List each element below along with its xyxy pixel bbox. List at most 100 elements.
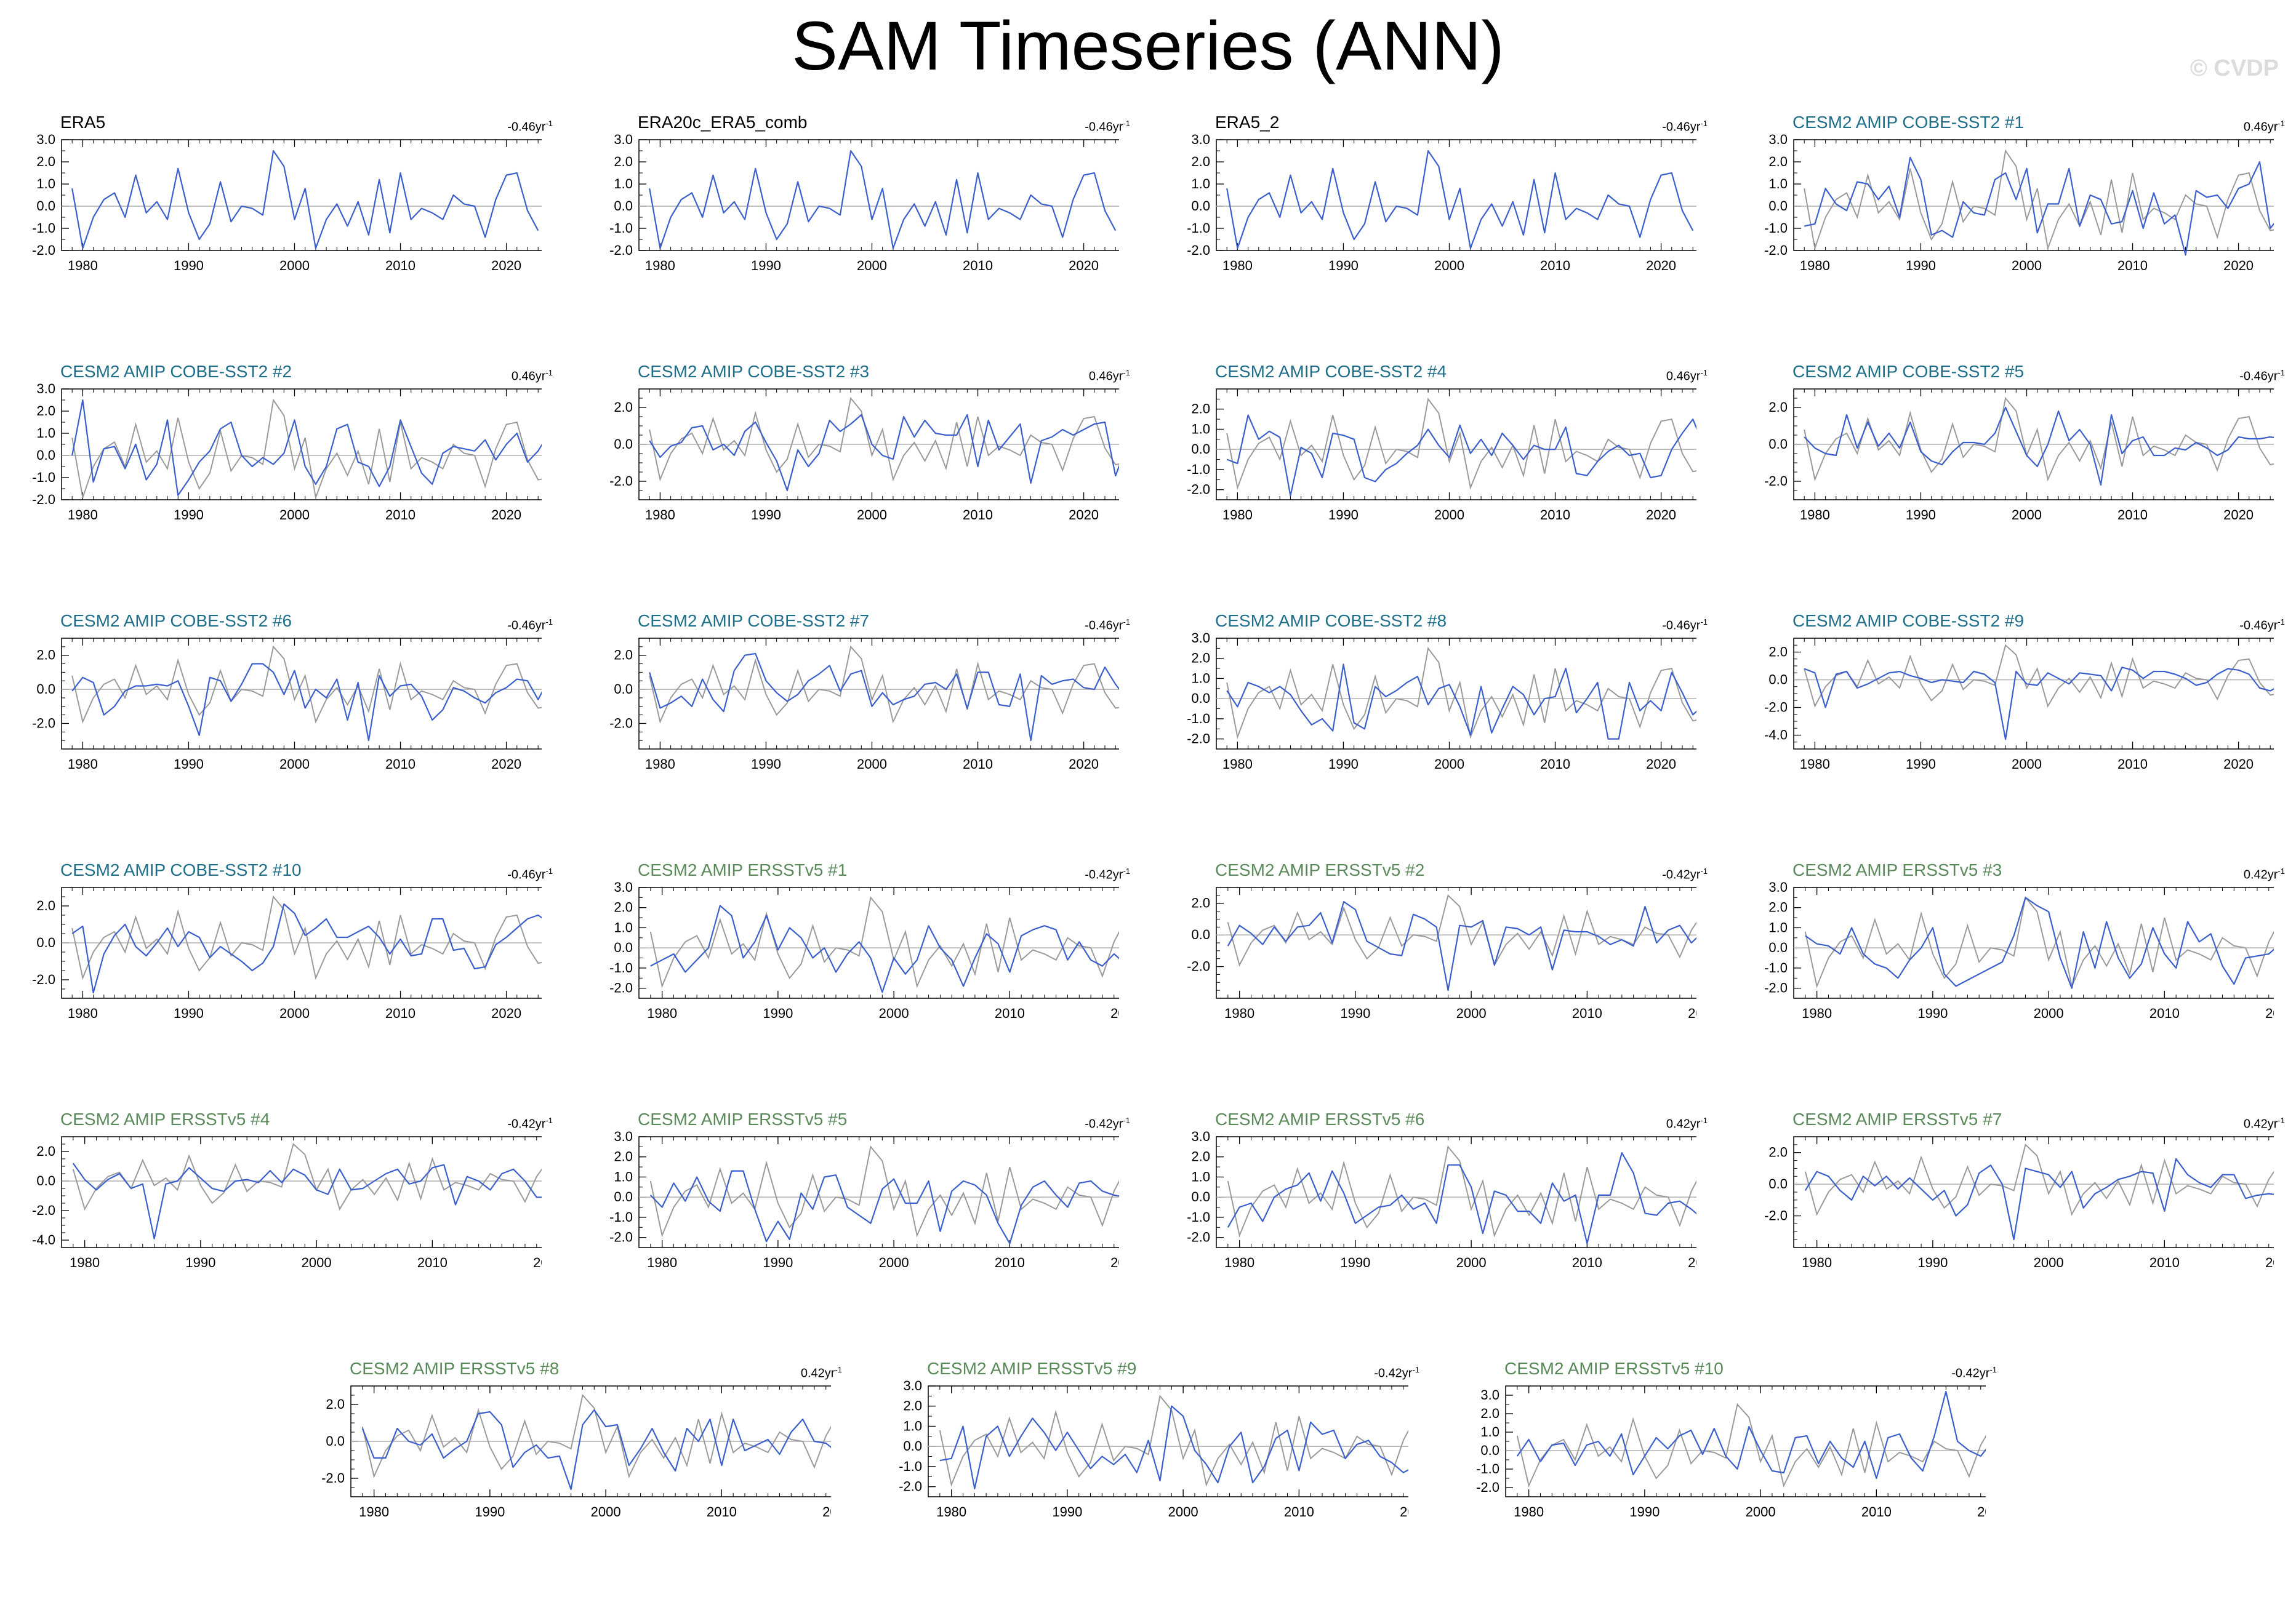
panel-trend: -0.46yr-1 — [1085, 119, 1130, 135]
x-tick-label: 2010 — [1540, 507, 1570, 520]
plot-frame — [61, 1136, 542, 1248]
x-tick-label: 2020 — [1646, 507, 1676, 520]
trend-exponent: -1 — [1700, 119, 1708, 128]
model-series-line — [1804, 156, 2274, 256]
x-tick-label: 2020 — [2223, 756, 2254, 769]
x-tick-label: 2000 — [1434, 507, 1464, 520]
y-tick-label: 1.0 — [1191, 1169, 1210, 1184]
trend-value: -0.46yr — [507, 619, 546, 633]
chart-panel: -2.0 0.0 2.0 1980 1990 2000 2010 2020 CESM2 AMIP… — [1738, 1110, 2285, 1268]
panel-trend: 0.46yr-1 — [512, 368, 553, 384]
x-tick-label: 1990 — [1052, 1504, 1082, 1517]
y-tick-label: -1.0 — [1764, 960, 1788, 975]
panel-trend: -0.46yr-1 — [1662, 617, 1708, 633]
panel-title: CESM2 AMIP ERSSTv5 #1 — [638, 860, 848, 879]
y-tick-label: 2.0 — [1768, 900, 1788, 915]
trend-exponent: -1 — [545, 119, 553, 128]
trend-value: -0.42yr — [1085, 1117, 1123, 1131]
panel-trend: 0.46yr-1 — [2244, 119, 2285, 135]
x-tick-label: 2000 — [2012, 258, 2042, 271]
y-tick-label: 0.0 — [36, 681, 55, 697]
observed-series-line — [1227, 894, 1696, 967]
y-tick-label: -1.0 — [609, 960, 633, 975]
x-tick-label: 1990 — [1917, 1255, 1948, 1268]
y-tick-label: 2.0 — [36, 154, 55, 169]
y-tick-label: 1.0 — [1191, 670, 1210, 686]
trend-exponent: -1 — [1412, 1365, 1419, 1374]
model-series-line — [1516, 1390, 1986, 1480]
y-tick-label: -2.0 — [1764, 242, 1788, 258]
trend-value: -0.42yr — [507, 1117, 546, 1131]
panel-title: CESM2 AMIP ERSSTv5 #2 — [1215, 860, 1425, 879]
chart-panel: -2.0 0.0 2.0 1980 1990 2000 2010 2020 CESM2 AMIP… — [1738, 362, 2285, 520]
trend-exponent: -1 — [2278, 617, 2285, 627]
panel-title: ERA20c_ERA5_comb — [638, 113, 808, 132]
panel-title: CESM2 AMIP COBE-SST2 #2 — [60, 362, 292, 381]
y-tick-label: 2.0 — [614, 900, 633, 915]
y-tick-label: 2.0 — [614, 154, 633, 169]
x-tick-label: 2000 — [857, 258, 887, 271]
observed-series-line — [361, 1393, 831, 1479]
y-tick-label: -2.0 — [609, 980, 633, 996]
x-tick-label: 1980 — [1800, 258, 1830, 271]
trend-value: 0.46yr — [511, 369, 546, 383]
trend-value: -0.46yr — [1662, 120, 1701, 134]
x-tick-label: 1990 — [751, 507, 781, 520]
chart-svg: -4.0 -2.0 0.0 2.0 1980 1990 2000 2010 2020 — [1764, 638, 2274, 769]
x-tick-label: 1990 — [174, 1006, 204, 1019]
y-tick-label: 0.0 — [36, 447, 55, 463]
y-tick-label: 0.0 — [1768, 940, 1788, 955]
x-tick-label: 1980 — [1222, 507, 1253, 520]
y-tick-label: -2.0 — [32, 492, 55, 507]
y-tick-label: 0.0 — [1191, 691, 1210, 706]
y-tick-label: -2.0 — [1187, 242, 1210, 258]
chart-panel: -2.0 0.0 2.0 1980 1990 2000 2010 2020 CESM2 AMIP… — [6, 860, 553, 1019]
model-series-line — [1804, 406, 2274, 486]
y-tick-label: 3.0 — [903, 1378, 922, 1393]
plot-frame — [638, 638, 1119, 750]
y-tick-label: -2.0 — [1764, 1208, 1788, 1224]
y-tick-label: -1.0 — [1476, 1461, 1499, 1476]
y-tick-label: -1.0 — [32, 470, 55, 485]
chart-panel: -2.0 -1.0 0.0 1.0 2.0 3.0 1980 1990 2000 2010 2020… — [584, 860, 1130, 1019]
x-tick-label: 2020 — [1646, 756, 1676, 769]
trend-exponent: -1 — [545, 867, 553, 876]
x-tick-label: 2000 — [1456, 1255, 1487, 1268]
model-series-line — [1226, 414, 1696, 497]
x-tick-label: 2010 — [2117, 756, 2148, 769]
chart-panel: -2.0 -1.0 0.0 1.0 2.0 1980 1990 2000 2010 2020 CES… — [1161, 362, 1708, 520]
model-series-line — [1226, 663, 1696, 740]
y-tick-label: -2.0 — [609, 242, 633, 258]
y-tick-label: 2.0 — [1191, 401, 1210, 417]
panel-title: CESM2 AMIP ERSSTv5 #6 — [1215, 1110, 1425, 1129]
y-tick-label: 3.0 — [1191, 630, 1210, 646]
panel-trend: -0.46yr-1 — [507, 617, 553, 633]
panel-trend: -0.42yr-1 — [507, 1116, 553, 1132]
x-tick-label: 1980 — [1802, 1006, 1832, 1019]
panel-title: CESM2 AMIP ERSSTv5 #8 — [350, 1359, 560, 1378]
model-series-line — [71, 663, 542, 742]
x-tick-label: 1990 — [1629, 1504, 1660, 1517]
chart-panel: -2.0 -1.0 0.0 1.0 2.0 3.0 1980 1990 2000 2010 2020… — [6, 113, 553, 271]
trend-value: -0.42yr — [1374, 1366, 1413, 1380]
model-series-line — [939, 1405, 1408, 1489]
panel-title: CESM2 AMIP COBE-SST2 #9 — [1792, 611, 2025, 630]
chart-svg: -2.0 0.0 2.0 1980 1990 2000 2010 2020 — [1764, 1136, 2274, 1268]
y-tick-label: 2.0 — [1768, 644, 1788, 660]
y-tick-label: 1.0 — [614, 919, 633, 935]
x-tick-label: 1990 — [174, 258, 204, 271]
x-tick-label: 2020 — [1646, 258, 1676, 271]
x-tick-label: 2010 — [2149, 1255, 2180, 1268]
y-tick-label: 0.0 — [1480, 1443, 1499, 1458]
x-tick-label: 1990 — [1906, 756, 1936, 769]
y-tick-label: 2.0 — [36, 403, 55, 419]
y-tick-label: 2.0 — [36, 647, 55, 663]
x-tick-label: 1990 — [1328, 756, 1359, 769]
trend-value: 0.42yr — [1666, 1117, 1701, 1131]
x-tick-label: 1990 — [751, 756, 781, 769]
y-tick-label: -1.0 — [1187, 711, 1210, 726]
panel-trend: 0.42yr-1 — [2244, 1116, 2285, 1132]
x-tick-label: 1990 — [1328, 507, 1359, 520]
y-tick-label: -2.0 — [899, 1479, 922, 1494]
